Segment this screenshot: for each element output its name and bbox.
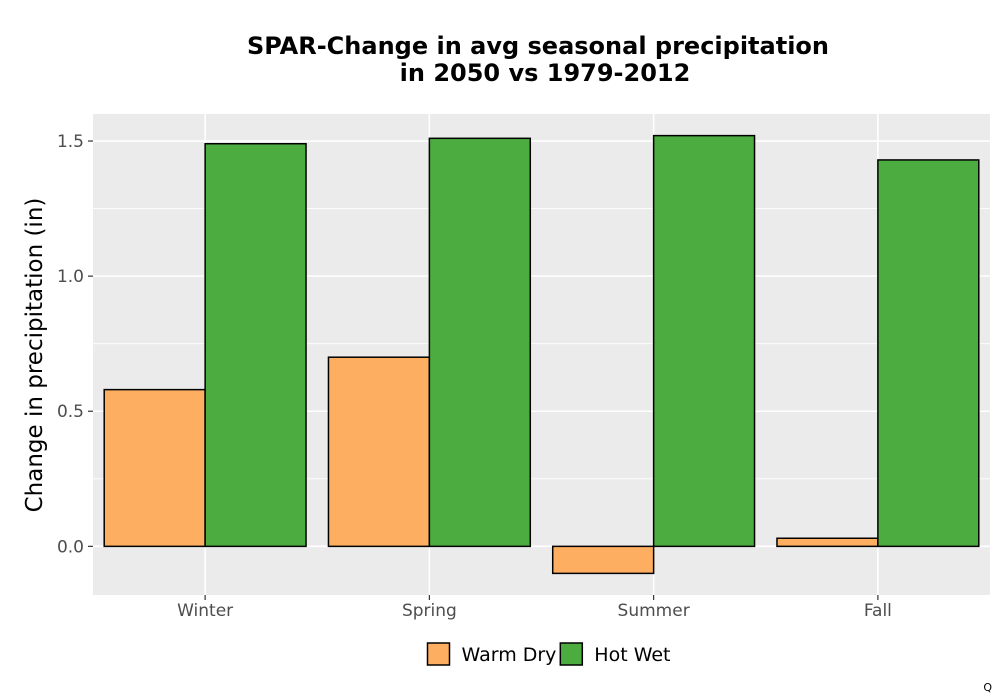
bar-warm-dry-summer [551, 545, 655, 575]
bar-hot-wet-summer [652, 134, 756, 548]
y-axis-title: Change in precipitation (in) [22, 198, 48, 513]
x-tick-label: Winter [177, 601, 233, 621]
legend-label-warm-dry: Warm Dry [462, 644, 557, 666]
bar-hot-wet-fall [877, 159, 980, 548]
legend-key-warm-dry [426, 642, 451, 666]
x-tick-label: Summer [618, 601, 690, 621]
x-tick-label: Fall [864, 601, 892, 621]
legend-label-hot-wet: Hot Wet [594, 644, 670, 666]
x-tick-label: Spring [402, 601, 457, 621]
y-tick-label: 1.0 [57, 267, 84, 287]
y-tick-label: 1.5 [57, 132, 84, 152]
bar-warm-dry-spring [327, 356, 431, 548]
bars [103, 134, 980, 575]
bar-hot-wet-winter [204, 142, 307, 548]
chart-title-line-1: SPAR-Change in avg seasonal precipitatio… [247, 32, 829, 60]
chart-title-line-2: in 2050 vs 1979-2012 [400, 59, 691, 87]
y-tick-label: 0.5 [57, 402, 84, 422]
legend-key-hot-wet [559, 642, 584, 666]
bar-warm-dry-fall [776, 537, 879, 548]
legend: Warm Dry Hot Wet [426, 642, 671, 666]
corner-mark: Q [983, 681, 992, 694]
x-axis: Winter Spring Summer Fall [177, 595, 892, 621]
y-axis: 0.0 0.5 1.0 1.5 [57, 132, 93, 557]
bar-warm-dry-winter [103, 388, 206, 548]
bar-hot-wet-spring [428, 137, 532, 548]
y-tick-label: 0.0 [57, 537, 84, 557]
